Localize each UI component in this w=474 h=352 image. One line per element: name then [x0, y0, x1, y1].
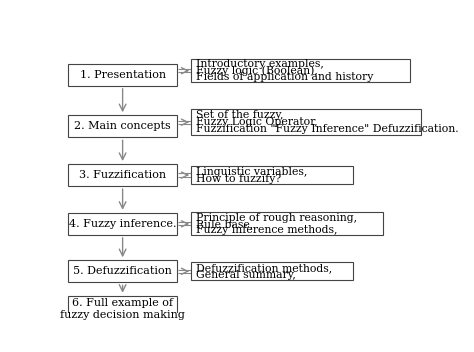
Text: Defuzzification methods,: Defuzzification methods,	[196, 263, 332, 273]
Text: 5. Defuzzification: 5. Defuzzification	[73, 266, 172, 276]
Text: Fields of application and history: Fields of application and history	[196, 72, 374, 82]
FancyBboxPatch shape	[68, 260, 177, 282]
FancyBboxPatch shape	[191, 109, 421, 135]
FancyBboxPatch shape	[191, 166, 353, 184]
FancyBboxPatch shape	[68, 164, 177, 186]
Text: Linguistic variables,: Linguistic variables,	[196, 166, 307, 176]
FancyBboxPatch shape	[191, 212, 383, 235]
Text: Rule base,: Rule base,	[196, 219, 253, 229]
Text: 4. Fuzzy inference.: 4. Fuzzy inference.	[69, 219, 176, 229]
Text: Set of the fuzzy,: Set of the fuzzy,	[196, 110, 283, 120]
Text: Fuzzy logic (Boolean),: Fuzzy logic (Boolean),	[196, 65, 318, 76]
FancyBboxPatch shape	[191, 59, 410, 82]
FancyBboxPatch shape	[68, 64, 177, 86]
FancyBboxPatch shape	[68, 115, 177, 137]
Text: Principle of rough reasoning,: Principle of rough reasoning,	[196, 213, 357, 222]
FancyBboxPatch shape	[191, 263, 353, 280]
Text: 2. Main concepts: 2. Main concepts	[74, 121, 171, 131]
FancyBboxPatch shape	[68, 296, 177, 323]
Text: Fuzzy inference methods,: Fuzzy inference methods,	[196, 225, 337, 235]
Text: 1. Presentation: 1. Presentation	[80, 70, 166, 80]
Text: Fuzzification "Fuzzy Inference" Defuzzification.: Fuzzification "Fuzzy Inference" Defuzzif…	[196, 124, 458, 134]
Text: Introductory examples,: Introductory examples,	[196, 59, 324, 69]
Text: 3. Fuzzification: 3. Fuzzification	[79, 170, 166, 180]
Text: Fuzzy Logic Operator,: Fuzzy Logic Operator,	[196, 117, 318, 127]
Text: General summary,: General summary,	[196, 270, 296, 279]
FancyBboxPatch shape	[68, 213, 177, 235]
Text: How to fuzzify?: How to fuzzify?	[196, 174, 281, 184]
Text: 6. Full example of
fuzzy decision making: 6. Full example of fuzzy decision making	[60, 298, 185, 320]
